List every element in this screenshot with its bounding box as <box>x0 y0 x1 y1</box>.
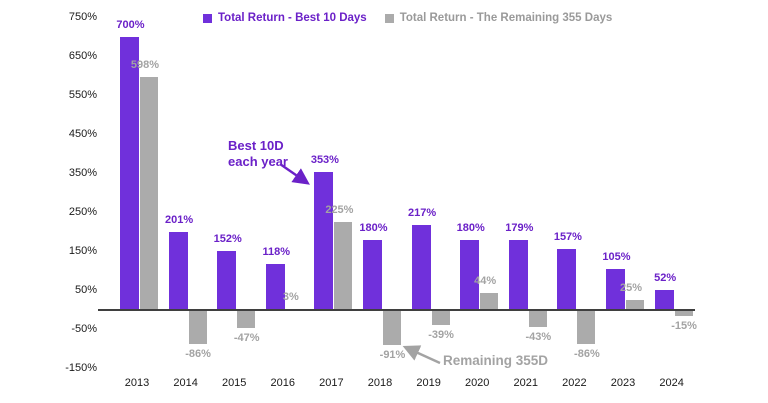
y-tick-label: 250% <box>68 205 97 218</box>
bar-label-best10-2015: 152% <box>213 232 242 245</box>
y-tick-label: 50% <box>74 283 97 296</box>
bar-label-remaining355-2021: -43% <box>525 330 552 343</box>
bar-label-best10-2013: 700% <box>116 19 145 31</box>
bar-remaining355-2015 <box>237 310 256 329</box>
bar-label-remaining355-2015: -47% <box>233 332 260 345</box>
y-tick-label: 350% <box>68 166 97 179</box>
legend-label-remaining-355-days: Total Return - The Remaining 355 Days <box>399 12 613 24</box>
bar-label-best10-2024: 52% <box>654 271 677 284</box>
bar-label-remaining355-2024: -15% <box>671 319 697 332</box>
bar-remaining355-2024 <box>674 310 693 316</box>
bar-label-remaining355-2019: -39% <box>428 329 454 342</box>
x-tick-label-2013: 2013 <box>124 377 150 389</box>
bar-label-best10-2023: 105% <box>602 251 631 264</box>
bar-label-remaining355-2022: -86% <box>574 347 600 360</box>
bar-best10-2015 <box>217 250 237 310</box>
x-tick-label-2024: 2024 <box>659 377 684 389</box>
y-tick-label: 150% <box>68 244 97 257</box>
annotation-best-10d-each-year: Best 10D each year <box>228 138 288 170</box>
legend-label-best-10-days: Total Return - Best 10 Days <box>218 12 367 24</box>
x-tick-label-2017: 2017 <box>319 377 344 389</box>
bar-remaining355-2022 <box>577 310 596 344</box>
bar-remaining355-2018 <box>383 310 401 346</box>
bar-label-best10-2018: 180% <box>359 221 388 234</box>
bar-label-best10-2017: 353% <box>310 154 339 167</box>
bar-label-best10-2019: 217% <box>408 207 437 220</box>
x-tick-label-2014: 2014 <box>173 377 198 389</box>
bar-remaining355-2013 <box>140 76 158 310</box>
bar-best10-2024 <box>654 289 674 310</box>
legend-item-remaining-355-days: Total Return - The Remaining 355 Days <box>384 12 613 24</box>
legend-swatch-gray-icon <box>384 13 394 23</box>
y-tick-label: 650% <box>68 49 97 62</box>
x-tick-label-2019: 2019 <box>416 377 441 389</box>
x-tick-label-2022: 2022 <box>562 377 587 389</box>
bar-label-best10-2020: 180% <box>456 221 485 234</box>
x-tick-label-2020: 2020 <box>464 377 490 389</box>
bar-label-remaining355-2020: 44% <box>474 274 497 287</box>
x-tick-label-2015: 2015 <box>221 377 247 389</box>
x-tick-label-2016: 2016 <box>270 377 296 389</box>
bar-best10-2014 <box>168 231 188 310</box>
bar-label-remaining355-2016: 3% <box>282 290 299 303</box>
x-axis-zero-line <box>98 309 695 311</box>
bar-label-remaining355-2013: 598% <box>130 58 160 71</box>
legend-swatch-purple-icon <box>203 13 212 23</box>
arrow-to-remaining-355d-bar-icon <box>402 345 441 365</box>
x-tick-label-2021: 2021 <box>513 377 539 389</box>
legend-item-best-10-days: Total Return - Best 10 Days <box>203 12 367 24</box>
y-tick-label: -150% <box>65 361 97 374</box>
bar-label-remaining355-2018: -91% <box>379 349 406 362</box>
bar-remaining355-2019 <box>431 310 450 326</box>
bar-best10-2018 <box>363 239 382 310</box>
annotation-remaining-355d: Remaining 355D <box>443 353 549 368</box>
x-tick-label-2018: 2018 <box>367 377 393 389</box>
bar-remaining355-2014 <box>188 310 207 344</box>
bar-best10-2022 <box>557 248 577 310</box>
bar-best10-2017 <box>314 172 334 310</box>
x-tick-label-2023: 2023 <box>610 377 636 389</box>
bar-best10-2019 <box>411 225 431 310</box>
bar-remaining355-2020 <box>480 292 499 310</box>
bar-remaining355-2021 <box>528 310 547 327</box>
y-tick-label: -50% <box>71 322 97 335</box>
bar-label-best10-2016: 118% <box>262 245 291 258</box>
bar-label-remaining355-2014: -86% <box>185 347 211 360</box>
chart-legend: Total Return - Best 10 Days Total Return… <box>203 12 612 24</box>
bar-label-best10-2022: 157% <box>553 230 582 243</box>
bar-best10-2023 <box>606 269 625 310</box>
bar-label-remaining355-2023: 25% <box>619 282 643 295</box>
y-tick-label: 450% <box>68 127 97 140</box>
y-tick-label: 550% <box>68 88 97 101</box>
bar-best10-2021 <box>508 240 528 310</box>
y-tick-label: 750% <box>68 10 97 23</box>
bar-best10-2020 <box>460 239 480 310</box>
bar-label-best10-2014: 201% <box>165 213 194 226</box>
bar-remaining355-2017 <box>334 222 353 310</box>
bar-best10-2013 <box>120 37 139 310</box>
bar-remaining355-2023 <box>626 300 644 310</box>
bar-label-best10-2021: 179% <box>505 222 534 235</box>
bar-best10-2016 <box>265 263 285 310</box>
bar-label-remaining355-2017: 225% <box>325 204 354 217</box>
